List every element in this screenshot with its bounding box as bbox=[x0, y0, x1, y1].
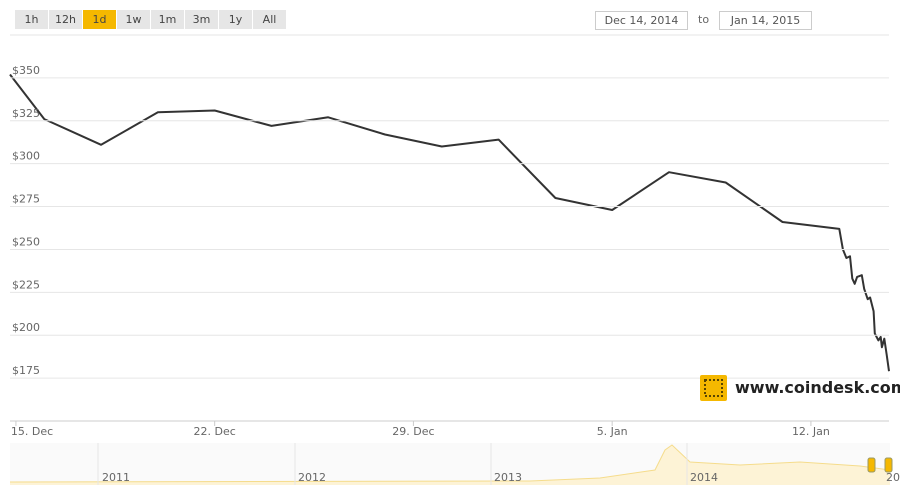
y-tick-label: $300 bbox=[12, 150, 40, 163]
navigator-label: 2014 bbox=[690, 471, 718, 484]
navigator-label: 2011 bbox=[102, 471, 130, 484]
date-separator: to bbox=[698, 13, 710, 26]
x-tick-label: 29. Dec bbox=[392, 425, 434, 438]
x-tick-label: 22. Dec bbox=[194, 425, 236, 438]
navigator-handle[interactable] bbox=[867, 457, 876, 473]
y-tick-label: $275 bbox=[12, 193, 40, 206]
watermark: www.coindesk.com bbox=[735, 378, 900, 397]
navigator-handle[interactable] bbox=[884, 457, 893, 473]
range-button[interactable]: 3m bbox=[185, 10, 218, 29]
x-tick-label: 15. Dec bbox=[11, 425, 53, 438]
date-from[interactable]: Dec 14, 2014 bbox=[595, 11, 688, 30]
y-tick-label: $350 bbox=[12, 64, 40, 77]
range-button[interactable]: 1w bbox=[117, 10, 150, 29]
date-to[interactable]: Jan 14, 2015 bbox=[719, 11, 812, 30]
navigator-line bbox=[9, 444, 891, 483]
range-button[interactable]: 12h bbox=[49, 10, 82, 29]
watermark-icon bbox=[700, 375, 727, 401]
navigator: 2011 2012 2013 2014 20 bbox=[9, 443, 900, 485]
range-button[interactable]: 1m bbox=[151, 10, 184, 29]
price-line bbox=[9, 73, 890, 372]
range-button[interactable]: 1h bbox=[15, 10, 48, 29]
range-button[interactable]: All bbox=[253, 10, 286, 29]
navigator-label: 2012 bbox=[298, 471, 326, 484]
x-tick-label: 12. Jan bbox=[792, 425, 830, 438]
navigator-label: 20 bbox=[886, 471, 900, 484]
navigator-area bbox=[10, 445, 890, 485]
y-tick-label: $250 bbox=[12, 235, 40, 248]
x-tick-label: 5. Jan bbox=[597, 425, 628, 438]
y-tick-label: $200 bbox=[12, 321, 40, 334]
range-button[interactable]: 1y bbox=[219, 10, 252, 29]
y-tick-label: $325 bbox=[12, 107, 40, 120]
range-buttons: 1h 12h 1d 1w 1m 3m 1y All bbox=[15, 10, 286, 29]
y-tick-label: $225 bbox=[12, 278, 40, 291]
range-button[interactable]: 1d bbox=[83, 10, 116, 29]
navigator-label: 2013 bbox=[494, 471, 522, 484]
y-tick-label: $175 bbox=[12, 364, 40, 377]
